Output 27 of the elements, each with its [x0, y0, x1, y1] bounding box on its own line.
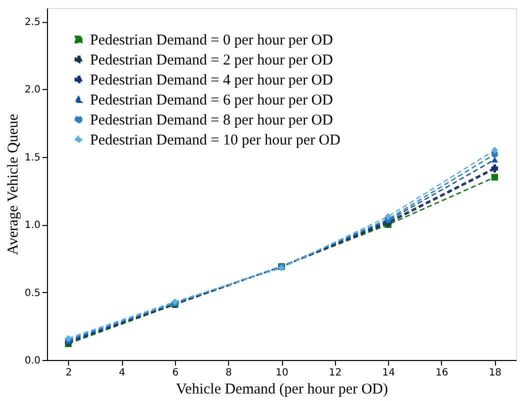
- y-tick-label: 0.0: [24, 356, 40, 366]
- x-axis-title: Vehicle Demand (per hour per OD): [176, 382, 388, 398]
- point: [491, 146, 498, 154]
- legend-label: Pedestrian Demand = 6 per hour per OD: [90, 92, 334, 108]
- x-tick-label: 18: [488, 368, 502, 378]
- point: [384, 213, 392, 220]
- x-tick-label: 8: [226, 368, 232, 378]
- legend-label: Pedestrian Demand = 8 per hour per OD: [90, 112, 334, 128]
- point: [491, 156, 498, 163]
- y-tick-label: 2.5: [24, 17, 40, 28]
- y-tick-label: 1.0: [24, 220, 40, 232]
- x-tick-label: 16: [436, 368, 448, 378]
- x-tick-label: 14: [382, 368, 395, 378]
- x-tick-label: 6: [172, 368, 179, 378]
- x-tick-label: 4: [118, 368, 126, 378]
- x-tick-label: 2: [66, 368, 72, 378]
- legend-label: Pedestrian Demand = 4 per hour per OD: [90, 72, 334, 88]
- legend-label: Pedestrian Demand = 2 per hour per OD: [90, 52, 334, 68]
- y-tick-label: 1.5: [24, 152, 40, 164]
- legend-label: Pedestrian Demand = 0 per hour per OD: [90, 32, 334, 48]
- x-tick-label: 10: [276, 368, 288, 378]
- legend-label: Pedestrian Demand = 10 per hour per OD: [90, 132, 341, 148]
- y-tick-label: 2.0: [24, 84, 40, 96]
- y-tick-label: 0.5: [24, 288, 40, 299]
- x-tick-label: 12: [328, 368, 342, 378]
- y-axis-title: Average Vehicle Queue: [6, 114, 22, 256]
- point: [491, 174, 498, 181]
